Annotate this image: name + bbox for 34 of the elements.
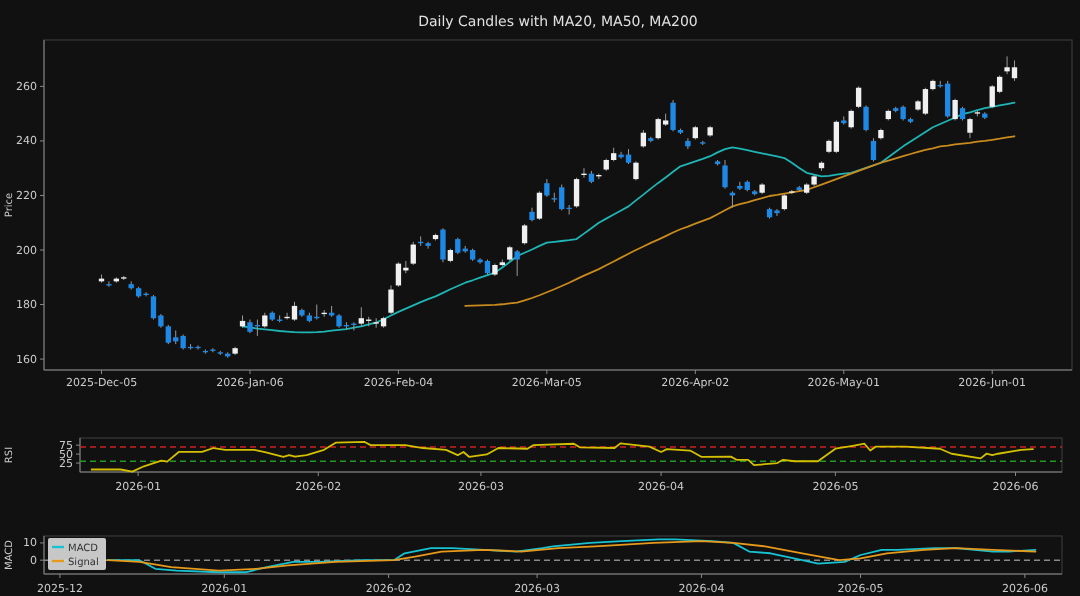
candlestick xyxy=(722,159,728,190)
candlestick xyxy=(536,190,543,221)
line-series xyxy=(241,101,1016,334)
candlestick xyxy=(870,137,877,162)
candlestick xyxy=(863,104,869,132)
candlestick xyxy=(1004,55,1010,75)
candlestick xyxy=(388,284,394,315)
candlestick xyxy=(291,301,298,322)
candlestick xyxy=(410,241,416,266)
candlestick xyxy=(1011,59,1018,82)
candlestick xyxy=(685,137,691,150)
line-series xyxy=(464,135,1016,307)
candlestick xyxy=(655,117,661,141)
candlestick xyxy=(150,294,157,321)
candlestick xyxy=(514,249,520,277)
candlestick xyxy=(670,99,676,132)
candlestick xyxy=(633,160,639,181)
candlestick xyxy=(440,227,446,263)
candlestick xyxy=(848,109,854,130)
candlestick xyxy=(358,306,364,327)
candlestick xyxy=(989,84,995,109)
candlestick xyxy=(855,85,862,109)
candlestick xyxy=(945,80,951,119)
line-series xyxy=(90,441,1034,473)
candlestick xyxy=(952,98,958,121)
candlestick xyxy=(373,317,379,329)
candlestick xyxy=(573,177,580,209)
candlestick xyxy=(967,117,973,139)
candlestick xyxy=(165,324,171,345)
candlestick xyxy=(521,223,528,246)
candlestick xyxy=(833,119,840,154)
candlestick xyxy=(395,261,402,288)
candlestick xyxy=(922,87,929,116)
candlestick xyxy=(559,184,565,211)
